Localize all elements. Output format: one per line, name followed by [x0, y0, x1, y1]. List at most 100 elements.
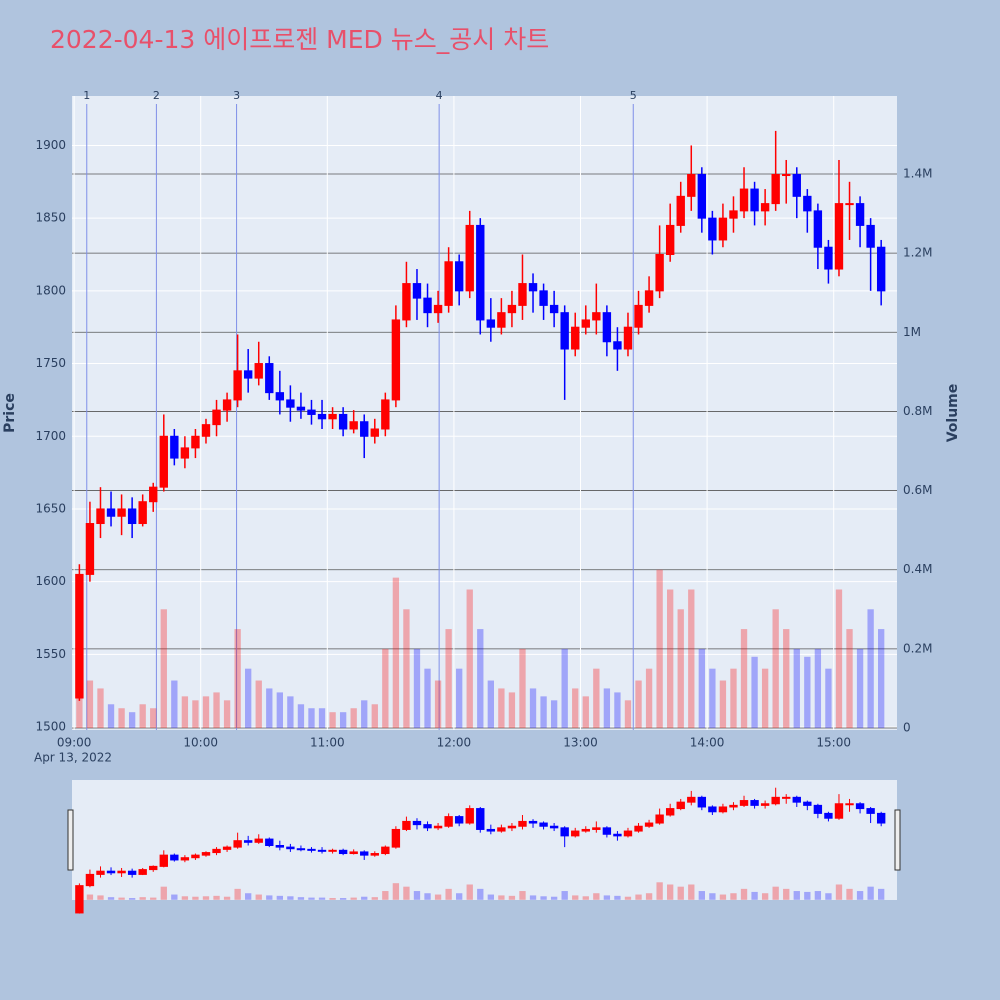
candle-body: [697, 796, 707, 808]
volume-bar: [150, 897, 157, 900]
volume-bar: [97, 688, 104, 729]
candle-body: [106, 870, 116, 874]
candle-body: [454, 816, 464, 824]
volume-bar: [709, 893, 716, 900]
volume-bar: [856, 891, 864, 900]
volume-bar: [582, 696, 589, 729]
volume-bar: [540, 696, 547, 729]
candle-body: [75, 573, 84, 699]
candle-body: [729, 804, 738, 808]
candle-body: [265, 363, 274, 394]
candle-body: [391, 319, 401, 401]
volume-bar: [86, 680, 94, 729]
candle-body: [560, 312, 569, 350]
range-slider[interactable]: [72, 780, 897, 900]
volume-bar: [297, 704, 305, 729]
candle-body: [750, 800, 759, 806]
candle-body: [412, 820, 422, 826]
volume-bar: [445, 888, 452, 900]
volume-bar: [118, 897, 125, 900]
candle-body: [117, 870, 126, 874]
volume-bar: [582, 896, 589, 900]
volume-bar: [202, 896, 210, 900]
candle-body: [286, 399, 295, 408]
candle-body: [697, 174, 707, 219]
volume-bar: [772, 886, 779, 900]
volume-bar: [624, 700, 632, 729]
y-axis-title: Price: [2, 393, 18, 433]
candle-body: [486, 828, 496, 832]
candle-body: [824, 246, 833, 270]
volume-bar: [761, 893, 769, 900]
volume-bar: [413, 648, 421, 729]
volume-bar: [730, 668, 737, 729]
candle-body: [317, 413, 327, 420]
candle-body: [855, 803, 865, 810]
volume-bar: [709, 668, 716, 729]
volume-bar: [181, 896, 189, 900]
candle-body: [803, 195, 812, 212]
volume-bar: [572, 688, 579, 729]
volume-bar: [413, 891, 421, 900]
candle-body: [286, 846, 295, 850]
y2-tick-label: 0.4M: [903, 562, 932, 576]
volume-bar: [213, 692, 220, 729]
volume-bar: [466, 884, 473, 900]
volume-bar: [361, 700, 368, 729]
candle-body: [581, 319, 590, 328]
y-tick-label: 1650: [35, 501, 66, 515]
volume-bar: [561, 648, 568, 729]
volume-bar: [371, 704, 378, 729]
candle-body: [328, 849, 337, 852]
candle-body: [560, 827, 569, 837]
volume-bar: [350, 708, 357, 729]
volume-bar: [846, 629, 853, 729]
volume-bar: [814, 648, 822, 729]
candle-body: [792, 796, 801, 803]
y-tick-label: 1850: [35, 211, 66, 225]
candle-body: [307, 409, 316, 415]
candle-body: [876, 812, 886, 824]
candle-body: [507, 304, 517, 314]
candle-body: [180, 447, 190, 459]
volume-bar: [719, 894, 727, 900]
volume-bar: [318, 708, 326, 729]
candle-body: [539, 822, 548, 827]
volume-bar: [350, 897, 357, 900]
volume-bar: [783, 629, 790, 729]
plot-area: [72, 96, 897, 730]
y2-tick-label: 0.2M: [903, 641, 932, 655]
volume-bar: [825, 893, 832, 900]
news-label: 5: [630, 89, 637, 102]
volume-bar: [382, 891, 389, 900]
y-tick-label: 1700: [35, 429, 66, 443]
y-tick-label: 1500: [35, 720, 66, 734]
volume-bar: [392, 883, 400, 900]
candle-body: [571, 326, 580, 350]
candle-body: [539, 290, 548, 306]
chart-title: 2022-04-13 에이프로젠 MED 뉴스_공시 차트: [50, 25, 549, 54]
volume-bar: [160, 609, 167, 729]
volume-bar: [86, 894, 94, 900]
volume-bar: [614, 692, 621, 729]
volume-bar: [403, 609, 410, 729]
volume-bar: [171, 894, 178, 900]
candle-body: [191, 854, 200, 859]
volume-bar: [730, 893, 737, 900]
volume-bar: [688, 884, 695, 900]
volume-bar: [276, 692, 283, 729]
slider-handle[interactable]: [67, 809, 74, 871]
candle-body: [771, 174, 780, 205]
volume-bar: [477, 888, 484, 900]
volume-bar: [572, 895, 579, 900]
volume-bar: [139, 704, 146, 729]
candle-body: [771, 796, 780, 805]
slider-handle[interactable]: [894, 809, 901, 871]
candle-body: [149, 486, 158, 503]
candle-body: [760, 803, 770, 806]
x-tick-label: 10:00: [183, 736, 218, 750]
candle-body: [138, 869, 147, 875]
candle-body: [254, 363, 263, 379]
candle-body: [665, 224, 675, 256]
